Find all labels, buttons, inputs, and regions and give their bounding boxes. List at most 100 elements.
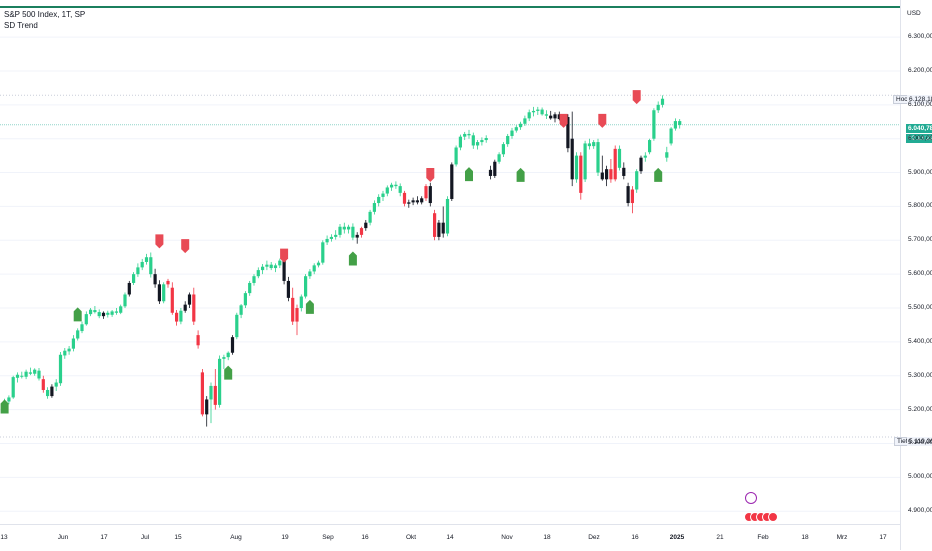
candle-body xyxy=(351,226,355,238)
candle xyxy=(41,375,45,393)
candle-body xyxy=(162,284,166,302)
candle xyxy=(587,138,591,150)
indicator-title[interactable]: SD Trend xyxy=(4,21,38,30)
candle xyxy=(471,132,475,149)
candle xyxy=(660,95,665,108)
candle xyxy=(110,310,114,317)
candle xyxy=(93,305,97,314)
currency-label[interactable]: USD xyxy=(907,10,921,17)
candle xyxy=(28,367,32,376)
time-tick-label: 16 xyxy=(631,534,639,541)
time-tick-label: Aug xyxy=(230,534,242,541)
chart-legend: S&P 500 Index, 1T, SP SD Trend xyxy=(4,9,85,31)
candle-body xyxy=(480,140,484,143)
candle-body xyxy=(11,377,15,398)
candle-body xyxy=(673,121,677,129)
flash-icon[interactable] xyxy=(745,492,757,504)
candle-body xyxy=(278,260,282,266)
candle-body xyxy=(372,203,376,212)
candle xyxy=(153,268,157,288)
candle xyxy=(402,190,407,207)
candle-body xyxy=(114,311,118,313)
candlestick-chart[interactable] xyxy=(0,0,900,524)
candle xyxy=(256,267,260,279)
candle-body xyxy=(243,293,247,306)
candle xyxy=(613,145,617,182)
time-tick-label: 14 xyxy=(446,534,454,541)
candle xyxy=(24,369,28,380)
candle xyxy=(312,263,316,275)
bar-countdown-badge: 02:13:29 xyxy=(906,134,932,143)
candle xyxy=(170,282,174,315)
candle xyxy=(342,222,346,234)
candle xyxy=(213,368,217,410)
candle xyxy=(622,162,626,180)
candle xyxy=(209,382,213,424)
candle-body xyxy=(669,128,673,144)
price-tick-label: 5.800,00 xyxy=(908,202,932,210)
candle-body xyxy=(24,371,28,377)
price-axis[interactable] xyxy=(900,0,932,524)
candle xyxy=(415,196,419,205)
candle xyxy=(119,304,123,315)
candle xyxy=(308,269,312,279)
candle xyxy=(540,107,544,116)
candle xyxy=(351,223,355,241)
candle-body xyxy=(282,260,286,281)
candle xyxy=(175,310,179,326)
candle-body xyxy=(428,186,432,204)
candle-body xyxy=(458,136,462,148)
candle-body xyxy=(50,386,54,397)
candle xyxy=(338,224,342,238)
candle xyxy=(574,152,579,183)
candle xyxy=(506,133,510,147)
candle-body xyxy=(531,110,536,113)
candle-body xyxy=(93,310,97,313)
candle-body xyxy=(329,236,333,239)
candle-body xyxy=(656,104,660,111)
candle xyxy=(196,330,200,349)
candle-body xyxy=(437,222,441,237)
candle-body xyxy=(596,142,600,173)
candle-body xyxy=(536,109,540,111)
axis-corner[interactable] xyxy=(900,524,932,550)
candle-body xyxy=(368,211,372,223)
candle-body xyxy=(471,135,475,146)
event-dot[interactable] xyxy=(768,512,778,522)
candle xyxy=(316,260,321,268)
candle xyxy=(643,152,647,162)
time-tick-label: Jul xyxy=(140,534,150,541)
candle-body xyxy=(140,261,144,268)
candle xyxy=(381,190,385,202)
candle-body xyxy=(493,161,497,176)
candle xyxy=(544,110,548,120)
candle xyxy=(639,155,643,174)
candle xyxy=(549,110,553,120)
candle-body xyxy=(355,234,359,238)
chart-pane[interactable]: S&P 500 Index, 1T, SP SD Trend xyxy=(0,0,900,524)
candle xyxy=(157,280,161,304)
candle-body xyxy=(622,167,626,176)
candle-body xyxy=(390,184,394,188)
time-axis[interactable]: 13 Jun 17 Jul 15 Aug 19 Sep 16 Okt 14 Nov 18 Dez 16 202… xyxy=(0,524,932,551)
candle xyxy=(149,252,153,278)
candle-body xyxy=(420,198,424,203)
candle xyxy=(488,165,493,180)
candle-body xyxy=(261,266,265,271)
candle xyxy=(80,321,84,334)
candle-body xyxy=(157,284,161,302)
time-tick-label: 2025 xyxy=(669,534,685,541)
sell-signal-marker xyxy=(598,113,607,128)
sell-signal-marker xyxy=(155,234,164,249)
candle-body xyxy=(97,312,101,317)
candle-body xyxy=(226,352,230,358)
candle-body xyxy=(222,357,226,359)
candle-body xyxy=(127,282,131,295)
candle-body xyxy=(377,196,381,204)
buy-signal-marker xyxy=(516,167,525,182)
candle xyxy=(15,372,20,383)
symbol-title[interactable]: S&P 500 Index, 1T, SP xyxy=(4,10,86,19)
candle-body xyxy=(450,164,454,199)
price-tick-label: 5.100,00 xyxy=(908,439,932,447)
sell-signal-marker xyxy=(426,168,435,183)
